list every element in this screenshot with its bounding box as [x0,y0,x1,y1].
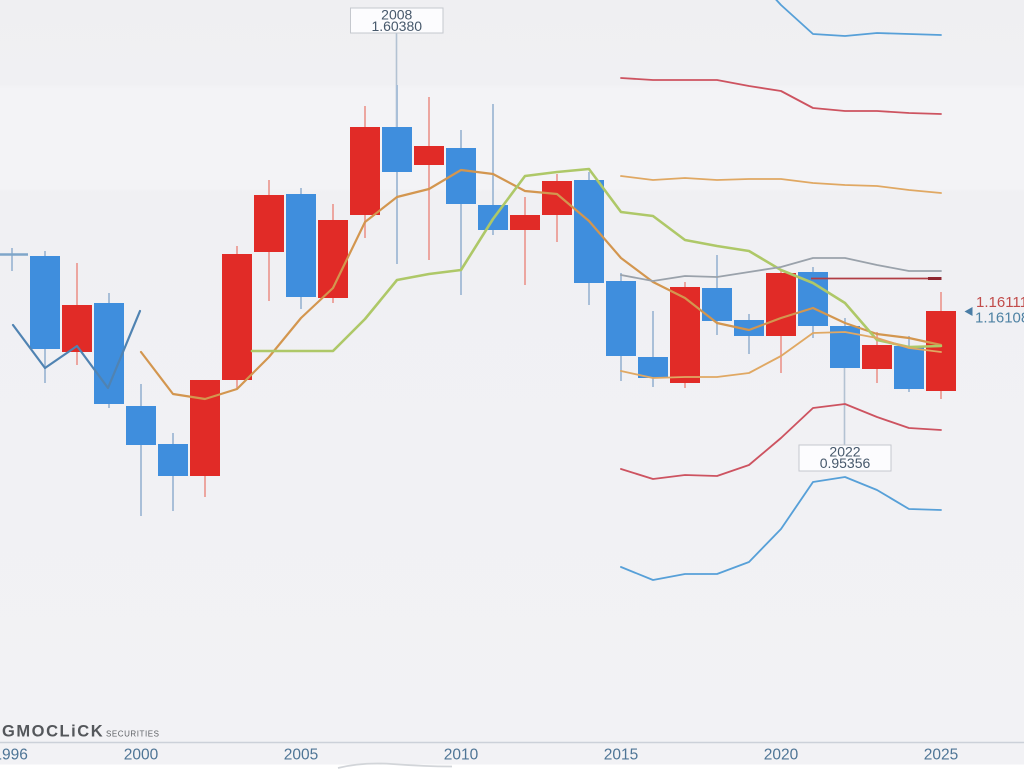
svg-text:1.16111: 1.16111 [976,294,1024,311]
svg-text:0.95356: 0.95356 [820,455,871,471]
svg-text:SECURITIES: SECURITIES [106,730,160,739]
svg-text:2000: 2000 [124,747,159,764]
svg-text:2005: 2005 [284,747,318,764]
svg-text:1.60380: 1.60380 [371,18,422,34]
svg-text:1996: 1996 [0,747,28,764]
svg-text:2022: 2022 [829,444,860,460]
svg-text:1.16108: 1.16108 [975,310,1024,327]
svg-text:2020: 2020 [764,747,799,764]
svg-text:2015: 2015 [604,747,638,764]
svg-text:2008: 2008 [381,7,412,23]
svg-text:GMOCLiCK: GMOCLiCK [2,723,104,741]
svg-text:2025: 2025 [924,747,958,764]
svg-text:2010: 2010 [444,747,479,764]
